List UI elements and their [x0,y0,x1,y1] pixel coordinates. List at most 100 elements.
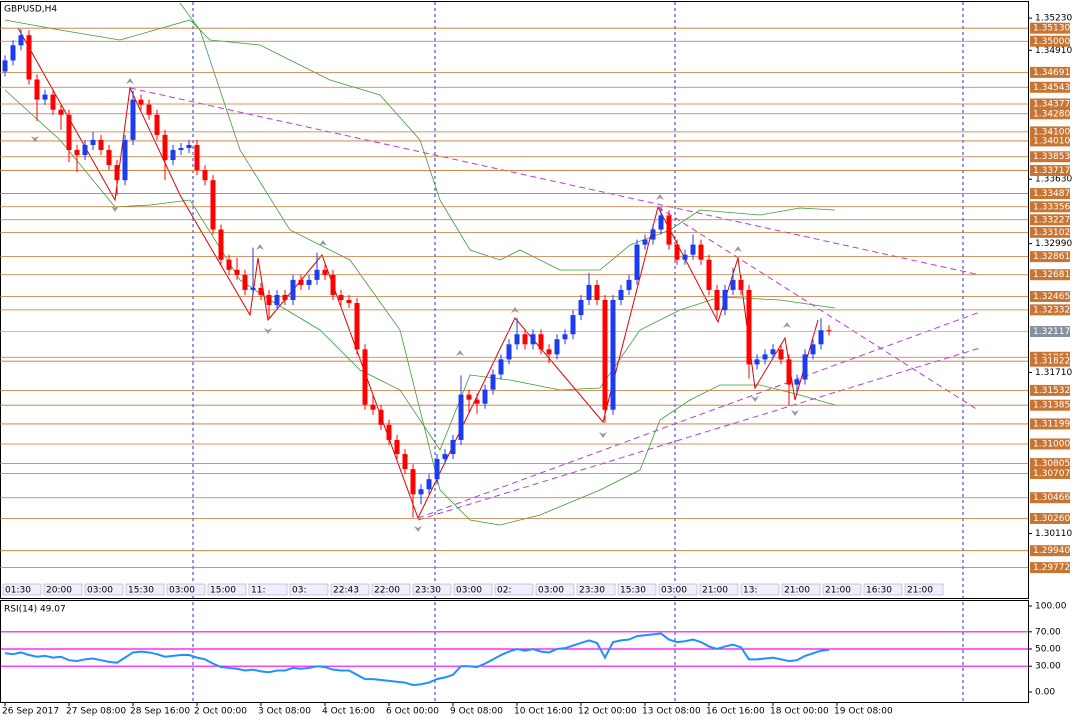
session-label: 22:43 [333,586,359,596]
band-middle [4,89,836,451]
candle-body [554,339,560,355]
session-box [658,583,698,596]
price-level-box [1030,108,1070,120]
candle-body [802,354,808,380]
candle-body [570,315,576,335]
candle-body [394,439,400,455]
session-label: 23:30 [415,586,441,596]
x-tick-label: 3 Oct 08:00 [258,707,311,717]
session-box [453,583,493,596]
trend-line [657,206,979,411]
candle-body [266,294,272,306]
candle-body [74,149,80,156]
price-level-label: 1.32465 [1033,292,1070,302]
price-level-box [1030,467,1070,479]
price-level-label: 1.33853 [1033,152,1070,162]
candle-body [386,424,392,440]
candle-body [282,294,288,300]
band-lower [179,2,836,526]
price-level-box [1030,81,1070,93]
candle-body [338,294,344,300]
y-tick-label: 1.31710 [1035,368,1072,378]
candle-body [706,259,712,290]
price-level-box [1030,35,1070,47]
candle-body [666,215,672,245]
candle-body [90,139,96,145]
session-box [699,583,739,596]
candle-body [402,454,408,470]
x-tick-label: 13 Oct 08:00 [642,707,701,717]
candle-body [626,279,632,290]
price-level-label: 1.35130 [1033,24,1070,34]
candle-body [498,359,504,375]
price-level-box [1030,22,1070,34]
price-level-label: 1.31822 [1033,357,1070,367]
candle-body [522,334,528,345]
session-label: 03:00 [169,586,195,596]
price-level-label: 1.34010 [1033,136,1070,146]
candle-body [546,349,552,355]
session-label: 01:30 [5,586,31,596]
candle-body [690,244,696,255]
session-box [904,583,944,596]
price-level-label: 1.31199 [1033,419,1070,429]
candle-body [162,134,168,161]
candle-body [786,359,792,385]
fractal-down [31,136,39,142]
session-label: 03:00 [87,586,113,596]
candle-body [178,147,184,150]
candle-body [58,109,64,115]
candle-body [442,454,448,460]
session-label: 13: [743,586,757,596]
zigzag [17,27,819,520]
session-label: 21:00 [825,586,851,596]
candle-body [114,165,120,181]
rsi-y-tick-label: 50.00 [1035,645,1061,655]
candle-body [314,269,320,280]
x-tick-label: 28 Sep 16:00 [130,707,190,717]
candle-body [106,149,112,166]
fractal-up [783,322,791,328]
candle-body [2,60,8,72]
candle-body [258,287,264,295]
candle-body [10,45,16,61]
session-box [2,583,42,596]
price-level-label: 1.34543 [1033,83,1070,93]
session-label: 03:00 [538,586,564,596]
rsi-y-tick-label: 0.00 [1035,688,1055,698]
fractal-down [264,328,272,334]
session-box [494,583,534,596]
price-level-label: 1.33102 [1033,228,1070,238]
candle-body [514,334,520,345]
price-level-label: 1.31385 [1033,401,1070,411]
price-level-label: 1.30466 [1033,493,1070,503]
candle-body [346,300,352,304]
session-box [576,583,616,596]
trend-line [129,87,981,276]
price-level-label: 1.33227 [1033,215,1070,225]
price-level-label: 1.30805 [1033,459,1070,469]
decorations [4,2,981,702]
candle-body [794,379,800,385]
session-label: 21:00 [784,586,810,596]
candle-body [250,287,256,290]
current-price-label: 1.32117 [1033,327,1070,337]
candle-body [586,284,592,300]
candle-body [602,300,608,410]
price-level-box [1030,201,1070,213]
price-level-label: 1.34377 [1033,99,1070,109]
price-level-box [1030,126,1070,138]
candle-body [482,389,488,404]
price-level-box [1030,226,1070,238]
price-level-box [1030,418,1070,430]
candle-body [746,289,752,365]
candle-body [722,289,728,311]
y-tick-label: 1.35230 [1035,14,1072,24]
session-box [781,583,821,596]
price-level-label: 1.31532 [1033,386,1070,396]
candle-body [370,404,376,410]
x-tick-label: 9 Oct 08:00 [450,707,503,717]
price-level-label: 1.31000 [1033,439,1070,449]
candle-body [138,99,144,105]
